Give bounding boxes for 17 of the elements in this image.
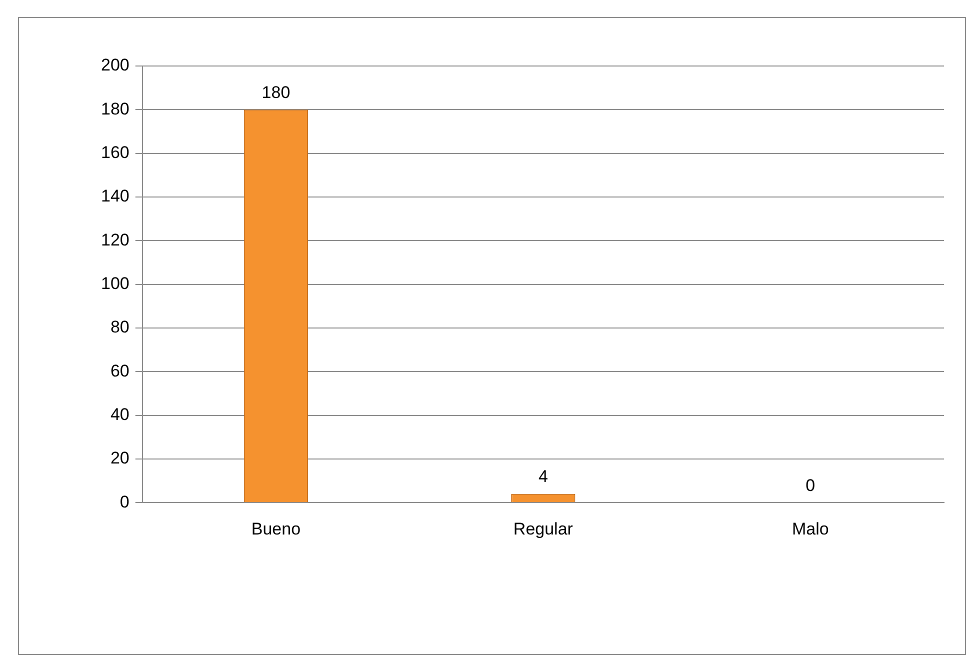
data-label: 180 [262, 82, 290, 102]
data-label: 0 [806, 476, 816, 495]
x-tick-label: Regular [513, 519, 574, 538]
y-tick-label: 40 [110, 404, 130, 424]
y-tick-label: 60 [110, 361, 130, 380]
y-tick-label: 180 [100, 99, 130, 118]
y-tick-label: 0 [120, 492, 130, 512]
y-tick-label: 120 [100, 230, 130, 250]
x-tick-label: Malo [792, 519, 829, 538]
data-label: 4 [538, 467, 548, 486]
y-tick-label: 20 [110, 448, 130, 468]
y-tick-label: 160 [100, 143, 130, 162]
y-tick-label: 80 [110, 318, 130, 337]
x-tick-label: Bueno [251, 519, 301, 538]
y-tick-label: 100 [100, 274, 130, 293]
y-tick-label: 200 [100, 56, 130, 75]
y-tick-label: 140 [100, 186, 130, 206]
